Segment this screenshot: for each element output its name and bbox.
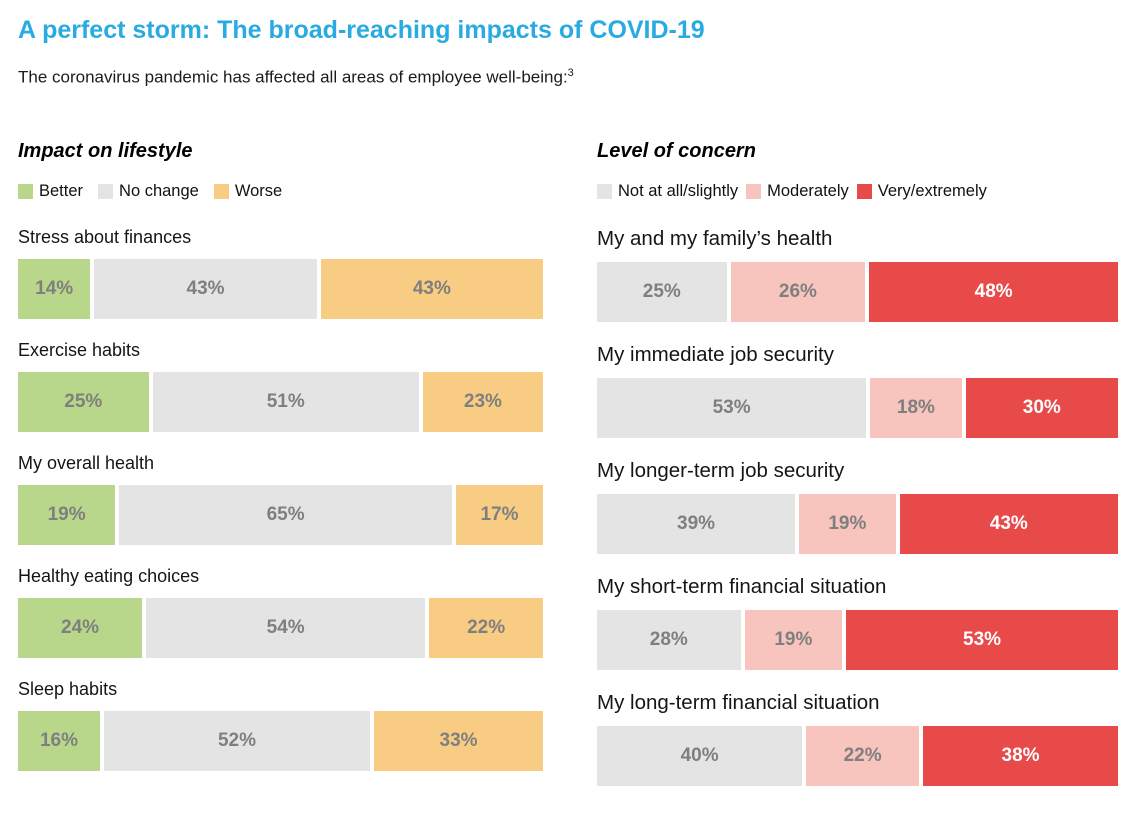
stacked-bar: 16% 52% 33% [18,710,543,771]
bar-segment: 16% [18,710,100,771]
bar-segment: 25% [597,261,727,322]
bar-segment: 17% [455,484,543,545]
bar-segment: 33% [374,710,543,771]
legend-item: Better [18,182,83,201]
footnote-marker: 3 [567,67,574,79]
legend-label: Moderately [767,181,849,200]
panel-level-of-concern: Level of concern Not at all/slightly Moder… [597,139,1119,807]
legend-label: Better [39,181,84,200]
bar-segment: 43% [899,493,1118,554]
bar-segment: 22% [429,597,543,658]
bar-segment: 22% [806,725,920,786]
category-label: My short-term financial situation [597,574,887,598]
legend-item: Moderately [746,182,849,201]
bar-row: My long-term financial situation 40% 22% 38… [597,691,1118,786]
stacked-bar: 19% 65% 17% [18,484,543,545]
bar-segment: 23% [422,371,543,432]
category-label: My long-term financial situation [597,690,880,714]
bar-segment: 26% [730,261,866,322]
bar-row: My longer-term job security 39% 19% 43% [597,459,1118,554]
chart-panels: Impact on lifestyle Better No change Worse S… [18,139,1119,807]
bar-row: My overall health 19% 65% 17% [18,453,543,545]
stacked-bar: 24% 54% 22% [18,597,543,658]
category-label: Exercise habits [18,339,141,360]
subtitle-text: The coronavirus pandemic has affected al… [18,67,568,87]
category-label: My longer-term job security [597,458,845,482]
stacked-bar: 53% 18% 30% [597,377,1118,438]
legend-swatch-icon [746,183,762,199]
category-label: My and my family’s health [597,226,833,250]
bar-segment: 25% [18,371,149,432]
stacked-bar: 25% 51% 23% [18,371,543,432]
stacked-bar: 40% 22% 38% [597,725,1118,786]
legend-swatch-icon [18,183,33,199]
bar-row: Healthy eating choices 24% 54% 22% [18,566,543,658]
bar-segment: 65% [119,484,452,545]
bar-segment: 51% [152,371,419,432]
bar-segment: 30% [965,377,1118,438]
bar-row: My and my family’s health 25% 26% 48% [597,226,1119,322]
page-title: A perfect storm: The broad-reaching impa… [18,16,705,44]
legend: Better No change Worse [18,182,543,201]
stacked-bar: 25% 26% 48% [597,261,1119,322]
bar-segment: 19% [744,609,843,670]
category-label: Stress about finances [18,226,192,247]
bar-row: My short-term financial situation 28% 19% 5… [597,575,1118,670]
legend-item: Worse [213,181,283,201]
bar-segment: 14% [18,258,91,319]
legend-swatch-icon [98,183,114,199]
legend-swatch-icon [597,183,612,199]
legend-swatch-icon [856,183,872,199]
legend-item: Very/extremely [856,181,987,201]
legend-swatch-icon [213,183,229,199]
bar-segment: 53% [597,377,867,438]
stacked-bar: 39% 19% 43% [597,493,1118,554]
legend-label: Worse [234,181,283,200]
bar-segment: 40% [597,725,803,786]
panel-impact-on-lifestyle: Impact on lifestyle Better No change Worse S… [18,140,543,807]
legend-label: Very/extremely [877,181,987,200]
bar-segment: 24% [18,597,143,658]
bar-segment: 52% [103,710,371,771]
category-label: Sleep habits [18,678,118,699]
stacked-bar: 14% 43% 43% [18,258,543,319]
legend-label: No change [119,181,199,200]
bar-segment: 48% [869,261,1119,322]
bar-segment: 28% [597,609,741,670]
bar-segment: 54% [146,597,426,658]
bar-segment: 39% [597,493,796,554]
bar-segment: 18% [870,377,962,438]
section-title: Impact on lifestyle [18,139,193,162]
bar-segment: 19% [799,493,896,554]
legend-item: Not at all/slightly [597,182,738,201]
bar-row: Sleep habits 16% 52% 33% [18,679,543,771]
stacked-bar: 28% 19% 53% [597,609,1118,670]
bar-segment: 53% [846,609,1118,670]
bar-row: Stress about finances 14% 43% 43% [18,227,543,319]
bar-segment: 43% [320,258,543,319]
bar-segment: 19% [18,484,116,545]
bar-row: Exercise habits 25% 51% 23% [18,340,543,432]
legend-label: Not at all/slightly [618,181,739,200]
category-label: Healthy eating choices [18,565,200,586]
category-label: My immediate job security [597,342,834,366]
bar-segment: 43% [94,258,317,319]
bar-segment: 38% [923,725,1118,786]
bar-row: My immediate job security 53% 18% 30% [597,343,1118,438]
category-label: My overall health [18,452,155,473]
legend: Not at all/slightly Moderately Very/extrem… [597,182,1118,201]
page-subtitle: The coronavirus pandemic has affected al… [18,67,1118,88]
section-title: Level of concern [597,139,756,162]
legend-item: No change [98,182,199,201]
